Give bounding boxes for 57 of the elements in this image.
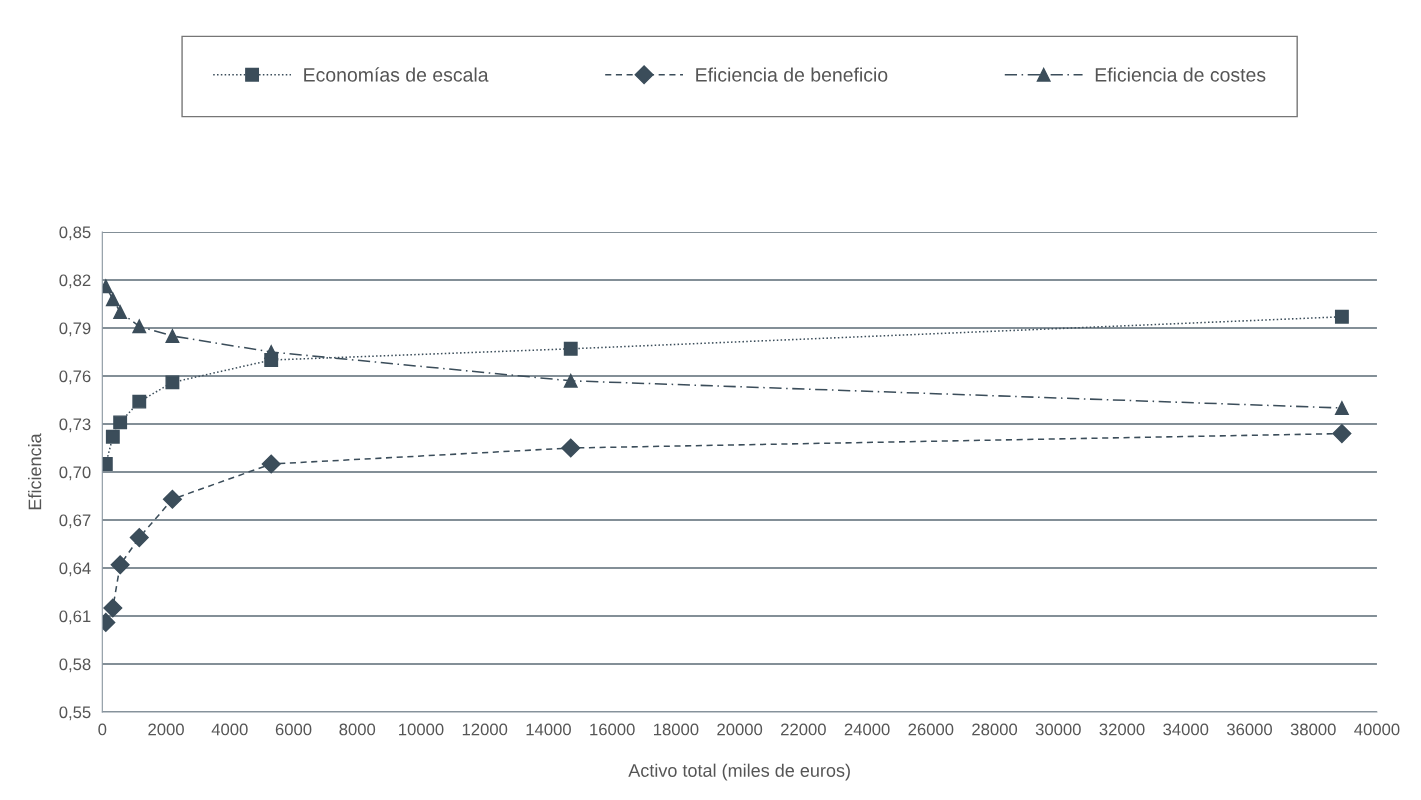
x-tick-label: 34000 [1163,723,1209,736]
y-tick-label: 0,82 [59,274,91,289]
x-tick-label: 6000 [275,723,312,736]
y-tick-label: 0,73 [59,418,91,433]
x-tick-label: 40000 [1354,723,1400,736]
x-tick-label: 2000 [148,723,184,736]
point [261,454,281,474]
point [110,555,130,575]
point [105,429,120,444]
point [165,329,180,343]
point [264,345,279,359]
point [132,319,147,334]
y-tick-label: 0,58 [59,658,91,673]
x-axis-title: Activo total (miles de euros) [628,763,850,781]
x-tick-label: 20000 [717,723,763,736]
x-tick-label: 22000 [781,723,826,736]
x-tick-label: 4000 [211,723,248,736]
point [113,415,128,430]
point [563,341,578,356]
x-tick-label: 0 [98,723,107,736]
x-tick-label: 38000 [1290,723,1336,736]
y-tick-label: 0,70 [59,466,91,481]
x-tick-label: 14000 [526,723,571,736]
x-tick-label: 24000 [844,723,890,736]
x-tick-label: 8000 [339,723,376,736]
point [1332,424,1352,444]
point [162,489,182,509]
legend-label: Economías de escala [304,67,489,82]
x-tick-label: 36000 [1226,723,1273,736]
legend-label: Eficiencia de costes [1095,67,1266,82]
point [1334,309,1349,324]
legend-label: Eficiencia de beneficio [696,67,888,82]
x-tick-label: 28000 [972,723,1018,736]
y-tick-label: 0,85 [59,226,91,241]
x-tick-label: 30000 [1035,723,1081,736]
point [132,394,147,409]
point [113,305,128,319]
point [103,598,123,618]
point [561,438,581,458]
point [1334,401,1349,415]
y-tick-label: 0,55 [59,706,91,721]
y-tick-label: 0,61 [59,610,91,625]
y-axis-title: Eficiencia [28,433,42,510]
y-tick-label: 0,79 [59,322,91,337]
point [165,375,180,390]
point [105,292,120,307]
x-tick-label: 26000 [908,723,954,736]
x-tick-label: 10000 [399,723,444,736]
y-tick-label: 0,64 [59,562,91,577]
x-tick-label: 12000 [462,723,508,736]
x-tick-label: 32000 [1099,723,1145,736]
x-tick-label: 18000 [654,723,699,736]
point [129,528,149,548]
y-tick-label: 0,67 [59,514,91,529]
point [563,373,578,388]
y-tick-label: 0,76 [59,370,91,385]
x-tick-label: 16000 [590,723,635,736]
